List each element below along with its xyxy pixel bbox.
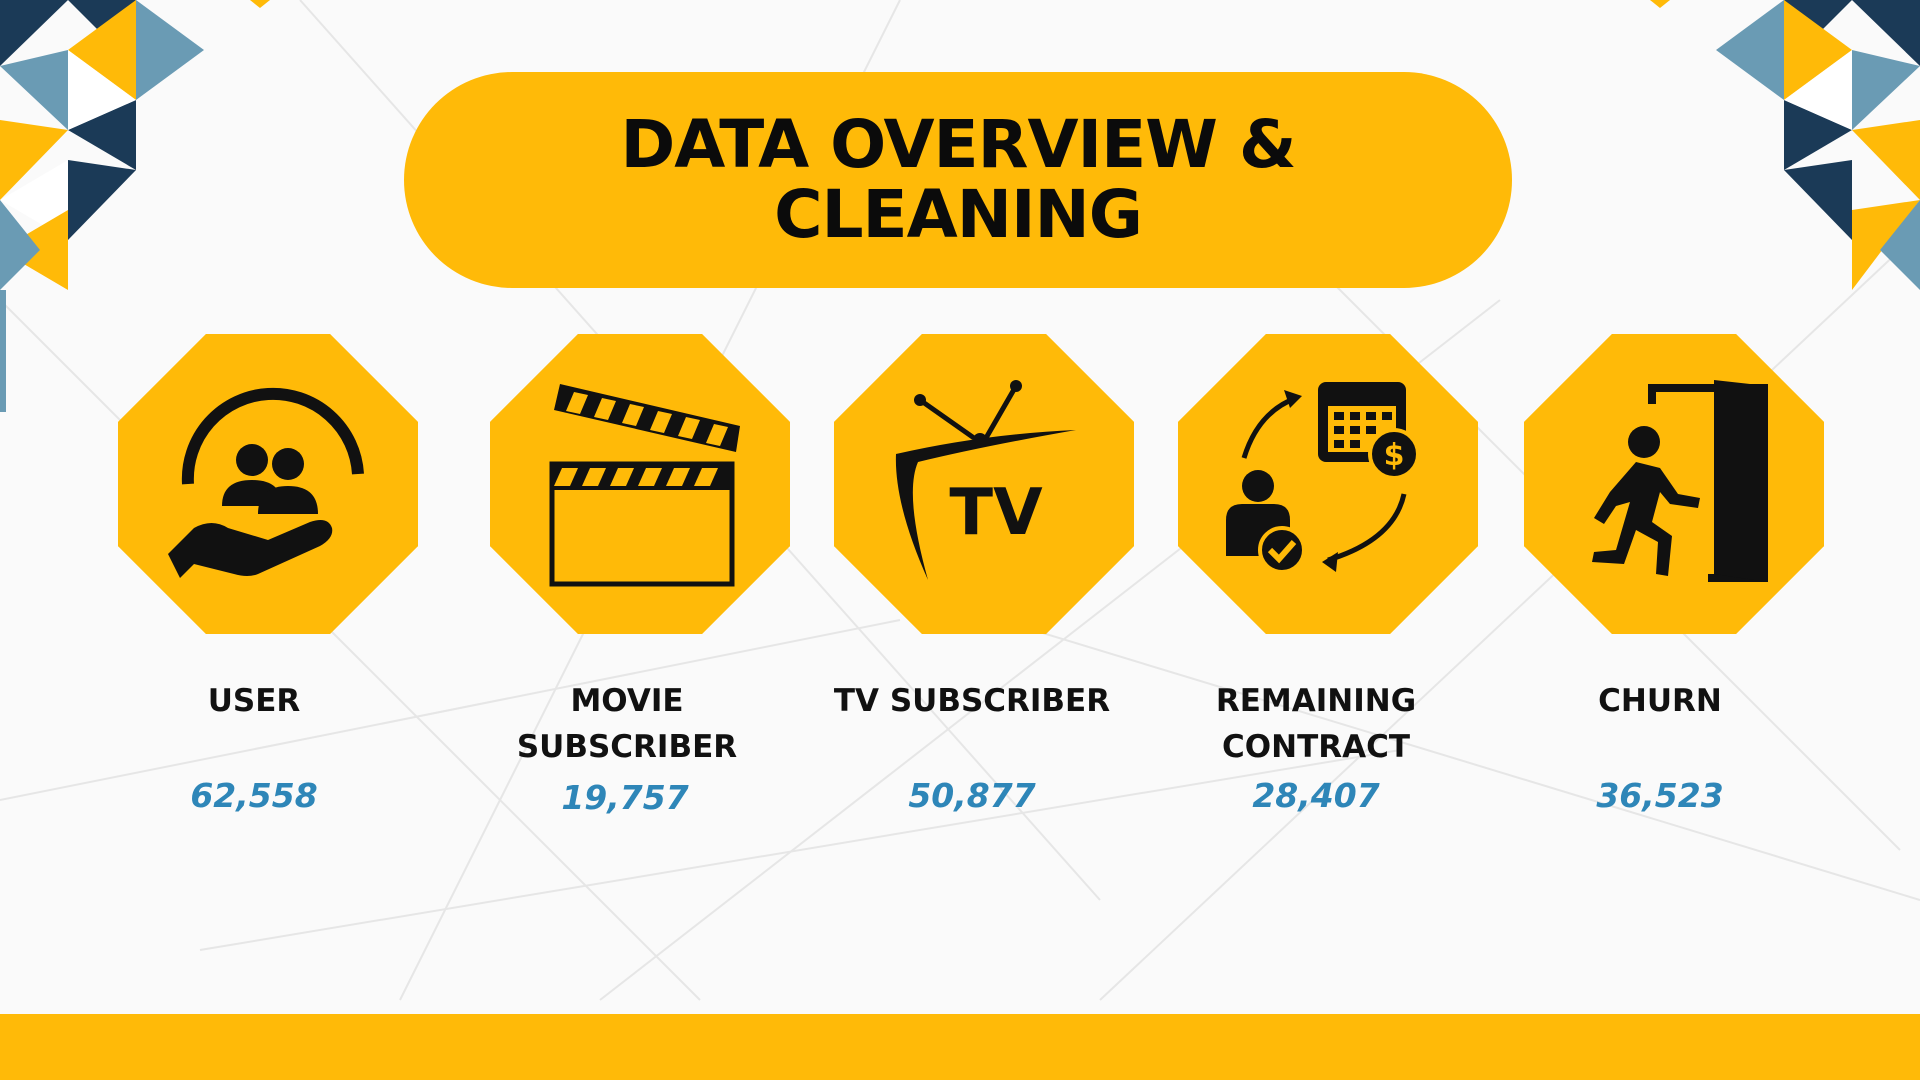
stat-label-churn: CHURN [1598,683,1722,719]
tv-icon: TV [895,380,1076,580]
page-title: DATA OVERVIEW & CLEANING [620,106,1296,253]
stat-card-churn [1524,334,1824,634]
stat-card-user [118,334,418,634]
stat-value-user: 62,558 [190,776,318,815]
stat-value-contract: 28,407 [1252,776,1380,815]
stat-value-movie: 19,757 [561,778,689,817]
clapperboard-icon [549,384,740,587]
hand-holding-users-icon [168,387,364,578]
exit-door-icon [1592,380,1768,582]
decorative-triangles-left [0,0,270,412]
tv-icon-text: TV [949,476,1043,550]
stat-label-user: USER [207,683,301,719]
stat-value-churn: 36,523 [1596,776,1724,815]
stat-label-tv: TV SUBSCRIBER [833,683,1111,719]
stat-card-contract: $ [1178,334,1478,634]
stat-card-tv: TV [834,334,1134,634]
stat-card-movie [490,334,790,634]
svg-text:$: $ [1384,438,1405,473]
octagon-badge [834,334,1134,634]
title-banner: DATA OVERVIEW & CLEANING [404,72,1512,288]
stat-value-tv: 50,877 [908,776,1036,815]
stat-label-contract: REMAINING CONTRACT [1215,683,1417,765]
stat-label-movie: MOVIE SUBSCRIBER [516,683,738,765]
footer-band [0,1014,1920,1080]
contract-renewal-icon: $ [1226,382,1420,574]
decorative-triangles-right [1650,0,1920,290]
